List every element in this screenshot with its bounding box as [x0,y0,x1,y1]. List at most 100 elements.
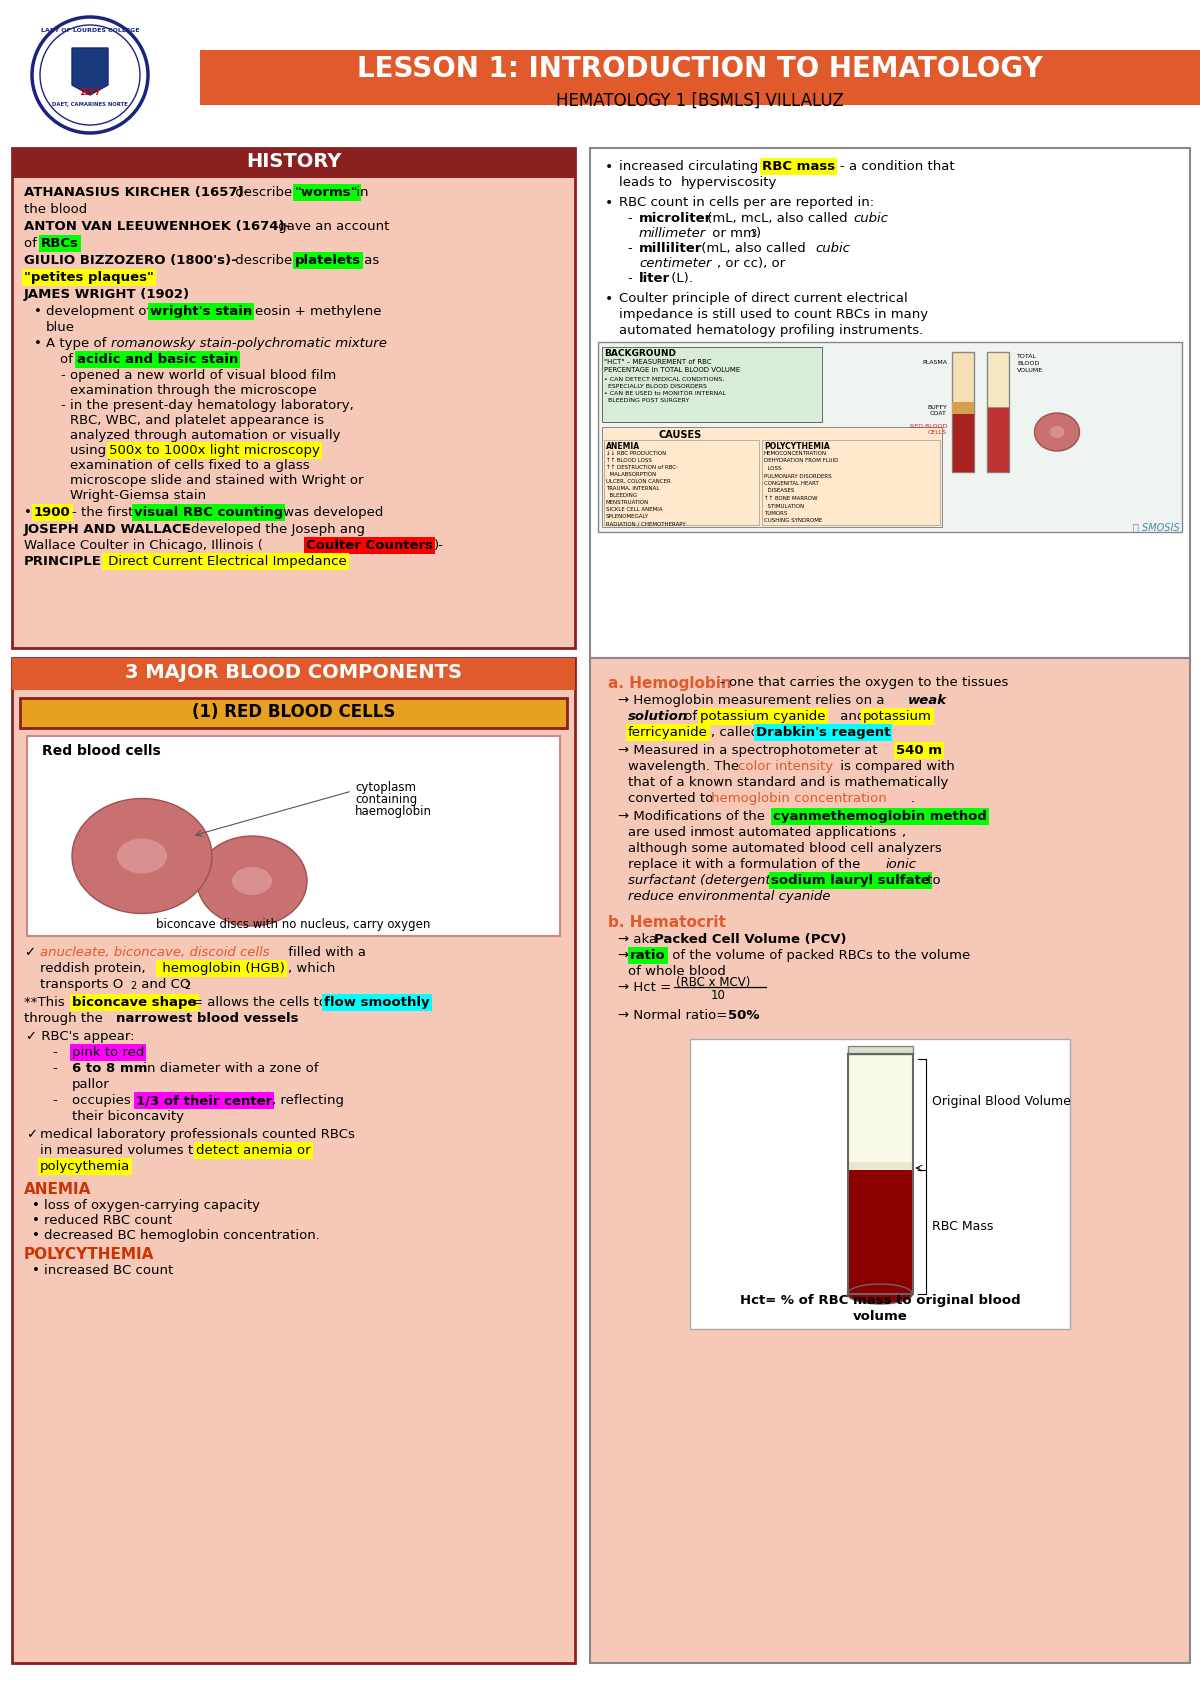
Text: ⓞ SMOSIS: ⓞ SMOSIS [1133,523,1180,531]
Text: (RBC x MCV): (RBC x MCV) [676,976,750,989]
Text: RBCs: RBCs [41,238,79,249]
Ellipse shape [847,1285,912,1303]
Text: LADY OF LOURDES COLLEGE: LADY OF LOURDES COLLEGE [41,27,139,32]
Text: pallor: pallor [72,1078,109,1091]
Text: of: of [60,353,77,367]
Text: was developed: was developed [278,506,383,519]
Text: potassium cyanide: potassium cyanide [700,709,826,723]
Text: platelets: platelets [295,255,361,266]
Text: •: • [605,195,613,210]
Bar [20,697,568,728]
Text: Red blood cells: Red blood cells [42,743,161,759]
Text: most automated applications: most automated applications [701,826,896,838]
Text: ANEMIA: ANEMIA [606,441,640,451]
Text: .: . [888,726,892,738]
Text: solution: solution [628,709,689,723]
Text: → Hct =: → Hct = [618,981,676,994]
Text: color intensity: color intensity [738,760,833,774]
Text: Direct Current Electrical Impedance: Direct Current Electrical Impedance [104,555,347,568]
Text: Wright-Giemsa stain: Wright-Giemsa stain [70,489,206,502]
Text: 3: 3 [750,229,756,239]
Text: ↓↓ RBC PRODUCTION: ↓↓ RBC PRODUCTION [606,451,666,456]
Bar [590,658,1190,1663]
Text: , or cc), or: , or cc), or [718,256,785,270]
Bar [598,343,1182,531]
Text: microliter: microliter [640,212,713,226]
Ellipse shape [232,867,272,894]
Bar [12,148,575,648]
Text: hemoglobin (HGB): hemoglobin (HGB) [158,962,284,976]
Text: anucleate, biconcave, discoid cells: anucleate, biconcave, discoid cells [40,945,270,959]
Text: MENSTRUATION: MENSTRUATION [606,501,649,506]
Text: millimeter: millimeter [640,227,707,239]
Text: MALABSORPTION: MALABSORPTION [606,472,656,477]
Text: "petites plaques": "petites plaques" [24,272,154,283]
Text: •: • [32,1264,40,1278]
Text: their biconcavity: their biconcavity [72,1110,184,1123]
Bar [28,736,560,937]
Text: .: . [911,792,916,804]
Bar [12,658,575,691]
Text: • CAN BE USED to MONITOR INTERNAL: • CAN BE USED to MONITOR INTERNAL [604,390,726,395]
Text: SPLENOMEGALY: SPLENOMEGALY [606,514,649,519]
Bar [986,407,1009,472]
Text: transports O: transports O [40,977,124,991]
Text: → Normal ratio=: → Normal ratio= [618,1010,732,1022]
Text: RADIATION / CHEMOTHERAPY: RADIATION / CHEMOTHERAPY [606,521,685,526]
Polygon shape [72,48,108,95]
Text: to: to [923,874,941,888]
Text: sodium lauryl sulfate: sodium lauryl sulfate [772,874,930,888]
Text: visual RBC counting: visual RBC counting [134,506,283,519]
Text: (mL, mcL, also called: (mL, mcL, also called [703,212,852,226]
Text: • CAN DETECT MEDICAL CONDITIONS,: • CAN DETECT MEDICAL CONDITIONS, [604,377,725,382]
Text: medical laboratory professionals counted RBCs: medical laboratory professionals counted… [40,1129,355,1140]
Text: wavelength. The: wavelength. The [628,760,743,774]
Text: ANTON VAN LEEUWENHOEK (1674)-: ANTON VAN LEEUWENHOEK (1674)- [24,221,290,232]
Text: 1/3 of their center: 1/3 of their center [136,1095,272,1106]
Text: JAMES WRIGHT (1902): JAMES WRIGHT (1902) [24,288,190,300]
Text: romanowsky stain-polychromatic mixture: romanowsky stain-polychromatic mixture [112,338,386,350]
Bar [12,148,575,178]
Text: HISTORY: HISTORY [246,153,341,171]
Text: examination through the microscope: examination through the microscope [70,384,317,397]
Text: ↑↑ BLOOD LOSS: ↑↑ BLOOD LOSS [606,458,652,463]
Bar [200,49,1200,105]
Text: )-: )- [434,540,444,552]
Bar [602,428,942,528]
Ellipse shape [118,838,167,874]
Text: ANEMIA: ANEMIA [24,1183,91,1196]
Text: analyzed through automation or visually: analyzed through automation or visually [70,429,341,441]
Text: through the: through the [24,1011,107,1025]
Text: BLEEDING: BLEEDING [606,494,637,497]
Bar [952,402,974,414]
Text: TRAUMA, INTERNAL: TRAUMA, INTERNAL [606,485,659,490]
Text: increased BC count: increased BC count [44,1264,173,1278]
Text: centimeter: centimeter [640,256,712,270]
Text: the blood: the blood [24,204,88,216]
Text: biconcave discs with no nucleus, carry oxygen: biconcave discs with no nucleus, carry o… [156,918,431,932]
Text: described: described [230,255,305,266]
Text: STIMULATION: STIMULATION [764,504,804,509]
Text: a. Hemoglobin: a. Hemoglobin [608,675,732,691]
Text: → Modifications of the: → Modifications of the [618,809,769,823]
Text: blue: blue [46,321,74,334]
Text: loss of oxygen-carrying capacity: loss of oxygen-carrying capacity [44,1200,260,1212]
Text: CONGENITAL HEART: CONGENITAL HEART [764,480,818,485]
Text: liter: liter [640,272,670,285]
Text: converted to: converted to [628,792,718,804]
Text: RED BLOOD
CELLS: RED BLOOD CELLS [910,424,947,434]
Text: .: . [814,889,818,903]
Text: "worms": "worms" [295,187,359,199]
Text: of whole blood: of whole blood [628,966,726,977]
Text: 2: 2 [184,981,191,991]
Text: cytoplasm: cytoplasm [355,781,416,794]
Text: ✓ RBC's appear:: ✓ RBC's appear: [26,1030,134,1044]
Text: DISEASES: DISEASES [764,489,794,494]
Bar [602,346,822,423]
Text: •: • [605,292,613,305]
Text: -: - [628,212,631,226]
Text: "HCT" – MEASUREMENT of RBC: "HCT" – MEASUREMENT of RBC [604,360,712,365]
Text: 10: 10 [710,989,726,1001]
Text: ferricyanide: ferricyanide [628,726,708,738]
Text: RBC Mass: RBC Mass [932,1220,994,1234]
